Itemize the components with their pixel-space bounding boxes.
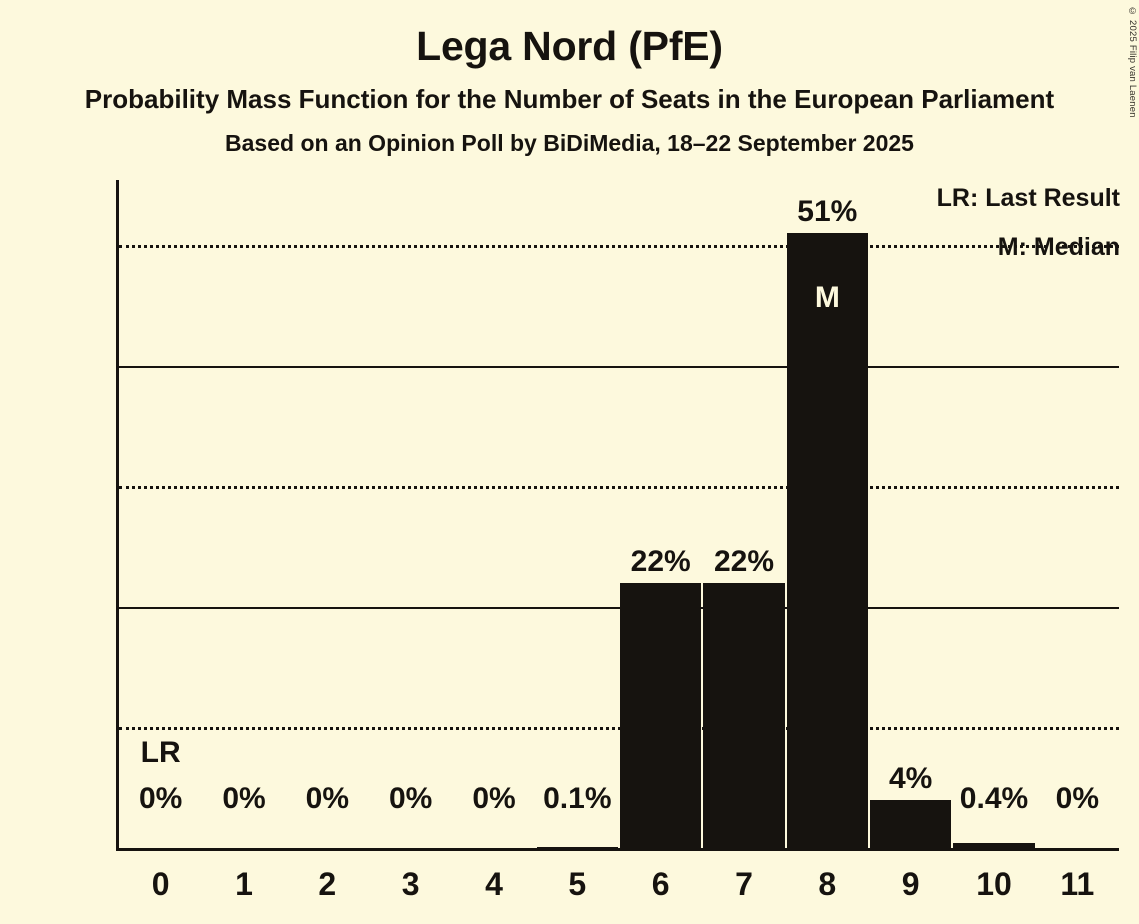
bar-marker-m-8: M	[814, 281, 840, 315]
page-title: Lega Nord (PfE)	[416, 23, 723, 69]
gridline-20pct	[119, 606, 1119, 609]
bar-seats-9	[870, 799, 952, 848]
bar-value-label-7: 22%	[713, 544, 775, 578]
bar-seats-5	[536, 846, 618, 848]
gridline-40pct	[119, 365, 1119, 368]
bar-value-label-8: 51%	[797, 195, 858, 229]
copyright-notice: © 2025 Filip van Laenen	[1127, 6, 1138, 118]
x-axis-tick-label-11: 11	[1060, 866, 1095, 902]
x-axis-tick-label-4: 4	[485, 866, 503, 902]
gridline-30pct	[119, 486, 1119, 490]
bar-seats-10	[953, 843, 1035, 848]
bar-marker-lr-0: LR	[140, 736, 181, 769]
x-axis-tick-label-8: 8	[818, 866, 837, 902]
y-axis-line	[116, 180, 119, 851]
bar-value-label-0: 0%	[138, 782, 183, 815]
legend-entry-last-result: LR: Last Result	[936, 184, 1120, 212]
x-axis-tick-label-9: 9	[901, 866, 920, 902]
x-axis-tick-label-0: 0	[151, 866, 170, 902]
bar-value-label-9: 4%	[888, 761, 933, 795]
x-axis-tick-label-2: 2	[318, 866, 337, 902]
x-axis-tick-label-5: 5	[568, 866, 587, 902]
bar-seats-6	[620, 582, 702, 848]
x-axis-tick-label-3: 3	[401, 866, 420, 902]
x-axis-tick-label-7: 7	[735, 866, 753, 902]
chart-subtitle: Probability Mass Function for the Number…	[84, 84, 1055, 114]
bar-value-label-11: 0%	[1055, 782, 1099, 815]
bar-value-label-2: 0%	[305, 782, 349, 815]
bar-value-label-6: 22%	[630, 544, 691, 578]
bar-value-label-10: 0.4%	[959, 782, 1029, 815]
x-axis-tick-label-10: 10	[976, 866, 1012, 902]
bar-seats-8	[786, 233, 868, 848]
gridline-50pct	[119, 245, 1119, 249]
plot-area: 40%20% 0%LR0%0%0%0%0.1%22%22%51%M4%0.4%0…	[116, 180, 1119, 900]
x-axis-tick-label-1: 1	[235, 866, 253, 902]
x-axis-line	[116, 848, 1119, 851]
bar-value-label-3: 0%	[388, 782, 433, 815]
bar-seats-7	[703, 582, 785, 848]
chart-title-block: Lega Nord (PfE) Probability Mass Functio…	[0, 0, 1139, 155]
x-axis-tick-label-6: 6	[651, 866, 670, 902]
bar-value-label-5: 0.1%	[543, 782, 612, 815]
chart-source-line: Based on an Opinion Poll by BiDiMedia, 1…	[225, 130, 914, 156]
gridline-10pct	[119, 727, 1119, 731]
bar-value-label-4: 0%	[472, 782, 516, 815]
bar-value-label-1: 0%	[222, 782, 266, 815]
